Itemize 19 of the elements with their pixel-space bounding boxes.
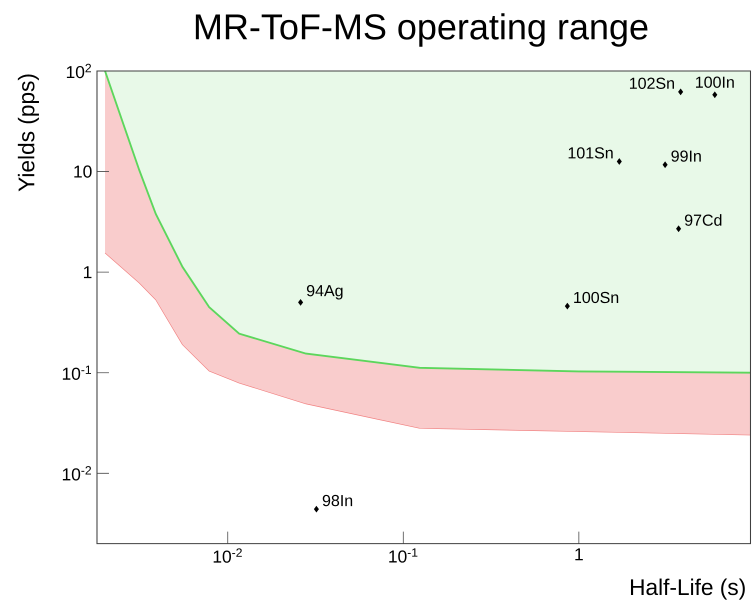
y-tick-label: 10 [74,165,92,178]
annotation: 99In [671,150,701,162]
annotation: 101Sn [568,147,613,159]
annotation: 100In [696,76,734,88]
y-axis-title: Yields (pps) [18,74,39,192]
x-tick-label: 1 [575,548,583,560]
x-axis-title: Half-Life (s) [630,578,745,600]
annotation: 97Cd [684,214,722,226]
y-tick-label: 10$^{-1}$ [62,366,92,380]
y-tick-label: 1 [84,266,92,278]
y-tick-label: 10$^{2}$ [66,64,91,78]
x-tick-label: 10$^{-1}$ [389,548,418,563]
annotation: 98In [322,494,352,506]
annotation: 100Sn [574,292,618,304]
y-tick-label: 10$^{-2}$ [62,466,91,481]
chart-title: MR-ToF-MS operating range [196,13,648,47]
annotation: 102Sn [630,78,674,89]
x-tick-label: 10$^{-2}$ [214,548,242,563]
annotation: 94Ag [306,285,343,300]
